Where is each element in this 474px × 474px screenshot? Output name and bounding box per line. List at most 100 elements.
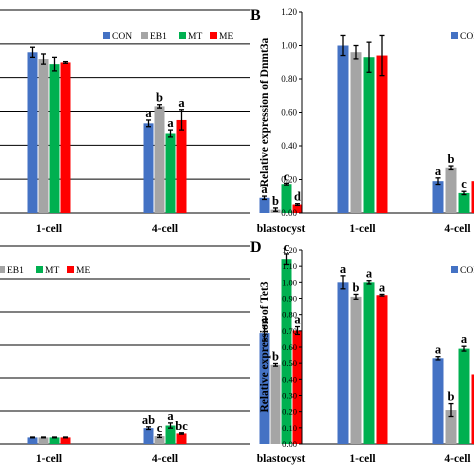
y-tick-label: 0.70: [282, 326, 297, 336]
significance-letter: a: [366, 267, 373, 281]
significance-letter: a: [145, 106, 152, 120]
significance-letter: a: [379, 280, 386, 294]
y-tick-label: 0.40: [281, 141, 297, 151]
x-tick-label: 1-cell: [349, 223, 375, 235]
bar-con-1-cell: [337, 282, 349, 444]
y-axis-label: Relative expression of Dnmt3a: [259, 37, 271, 187]
bar-me-1-cell: [376, 55, 388, 213]
legend-label-me: ME: [219, 32, 233, 42]
significance-letter: ab: [142, 413, 155, 427]
y-tick-label: 1.20: [282, 245, 297, 255]
bar-eb1-blastocyst: [270, 364, 281, 444]
bar-mt-1-cell: [363, 57, 375, 213]
y-tick-label: 0.40: [282, 374, 297, 384]
significance-letter: a: [435, 164, 442, 178]
significance-letter: b: [448, 390, 455, 404]
bar-me-blastocyst: [292, 330, 303, 444]
legend-swatch-con: [103, 32, 110, 39]
bar-me-4-cell: [471, 181, 474, 213]
y-tick-label: 0.90: [282, 294, 297, 304]
y-tick-label: 0.80: [282, 310, 297, 320]
bar-me-4-cell: [176, 433, 187, 444]
significance-letter: c: [461, 177, 467, 191]
significance-letter: c: [157, 421, 163, 435]
bar-me-1-cell: [60, 62, 71, 213]
y-tick-label: 0.10: [282, 423, 297, 433]
x-tick-label: 1-cell: [36, 223, 62, 235]
legend-label-con: CON: [112, 32, 132, 42]
bar-me-4-cell: [471, 374, 474, 444]
legend-swatch-me: [210, 32, 217, 39]
bar-mt-1-cell: [49, 64, 60, 213]
legend-label-eb1: EB1: [7, 266, 24, 276]
bar-me-blastocyst: [292, 204, 303, 213]
bar-eb1-1-cell: [350, 52, 362, 214]
bar-con-blastocyst: [259, 333, 270, 444]
bar-mt-4-cell: [165, 425, 176, 444]
bar-mt-blastocyst: [281, 184, 292, 213]
y-tick-label: 0.80: [281, 74, 297, 84]
legend-label-con: CON: [460, 32, 474, 42]
y-tick-label: 1.00: [282, 277, 297, 287]
significance-letter: a: [167, 116, 174, 130]
bar-con-1-cell: [27, 52, 38, 213]
x-tick-label: 1-cell: [36, 453, 62, 465]
significance-letter: a: [461, 332, 468, 346]
bar-eb1-1-cell: [38, 437, 49, 444]
x-tick-label: 4-cell: [152, 223, 178, 235]
bar-mt-4-cell: [458, 192, 470, 213]
significance-letter: b: [448, 152, 455, 166]
bar-eb1-4-cell: [154, 106, 165, 213]
legend-swatch-eb1: [141, 32, 148, 39]
y-tick-label: 0.20: [281, 175, 297, 185]
bar-eb1-4-cell: [445, 410, 457, 444]
chart-panel-b: 0.00 0.20 0.40 0.60 0.80 1.00 1.20 Relative exp…: [250, 7, 474, 235]
bar-con-4-cell: [143, 428, 154, 444]
panel-label: D: [250, 239, 262, 256]
bar-mt-1-cell: [49, 437, 60, 444]
legend-label-me: ME: [76, 266, 90, 276]
bar-mt-4-cell: [458, 348, 470, 444]
bar-eb1-1-cell: [38, 59, 49, 213]
y-tick-label: 0.60: [281, 108, 297, 118]
bar-con-4-cell: [143, 123, 154, 213]
significance-letter: bc: [175, 419, 188, 433]
legend-swatch-con: [451, 32, 458, 39]
bar-eb1-4-cell: [445, 167, 457, 213]
bar-con-4-cell: [432, 181, 444, 213]
y-tick-label: 1.20: [281, 7, 297, 17]
y-tick-label: 0.00: [281, 208, 297, 218]
bar-me-1-cell: [60, 437, 71, 444]
y-tick-label: 1.10: [282, 261, 297, 271]
bar-eb1-4-cell: [154, 436, 165, 444]
bar-me-1-cell: [376, 295, 388, 444]
x-tick-label: 4-cell: [444, 453, 470, 465]
y-tick-label: 0.50: [282, 358, 297, 368]
significance-letter: a: [261, 182, 268, 196]
y-tick-label: 0.20: [282, 407, 297, 417]
significance-letter: b: [272, 349, 279, 363]
bar-con-blastocyst: [259, 197, 270, 213]
bar-mt-1-cell: [363, 282, 375, 444]
legend-swatch-eb1: [0, 266, 5, 273]
y-axis-label: Relative expression of Tet3: [259, 281, 271, 412]
bar-me-4-cell: [176, 119, 187, 213]
y-tick-label: 0.60: [282, 342, 297, 352]
legend-label-eb1: EB1: [150, 32, 167, 42]
significance-letter: c: [284, 240, 290, 254]
significance-letter: a: [261, 311, 268, 325]
x-tick-label: 4-cell: [444, 223, 470, 235]
chart-panel-d: 0.00 0.10 0.20 0.30 0.40 0.50 0.60 0.70 0.80 0.90…: [250, 239, 474, 465]
legend-label-mt: MT: [45, 266, 59, 276]
significance-letter: b: [272, 194, 279, 208]
y-tick-label: 0.30: [282, 391, 297, 401]
bar-con-4-cell: [432, 358, 444, 444]
legend-label-mt: MT: [188, 32, 202, 42]
bar-con-1-cell: [337, 45, 349, 213]
x-tick-label: blastocyst: [257, 223, 306, 235]
significance-letter: c: [284, 169, 290, 183]
significance-letter: a: [167, 409, 174, 423]
panel-label: B: [250, 7, 261, 24]
